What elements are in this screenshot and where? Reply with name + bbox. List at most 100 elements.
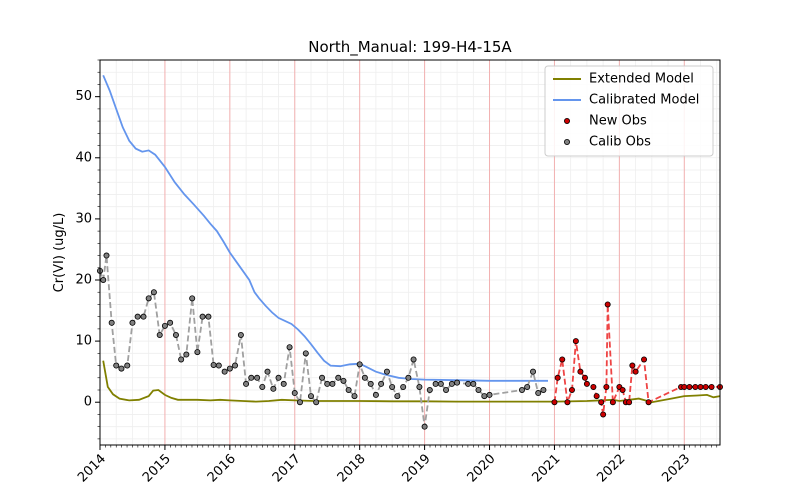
y-tick-label: 40 — [75, 150, 92, 165]
calib-obs-point — [443, 386, 450, 393]
y-tick-label: 50 — [75, 89, 92, 104]
y-tick-label: 10 — [75, 334, 92, 349]
calib-obs-point — [118, 365, 125, 372]
calib-obs-point — [167, 319, 174, 326]
legend-swatch-calib-obs — [564, 138, 571, 145]
new-obs-point — [577, 368, 584, 375]
calib-obs-point — [324, 380, 331, 387]
new-obs-point — [632, 368, 639, 375]
calib-obs-point — [243, 380, 250, 387]
new-obs-line — [553, 304, 720, 415]
calib-obs-point — [372, 391, 379, 398]
legend-label: New Obs — [589, 114, 647, 129]
calib-obs-point — [100, 276, 107, 283]
calib-obs-point — [215, 362, 222, 369]
calib-obs-point — [140, 313, 147, 320]
calibrated-model-line — [102, 74, 548, 382]
new-obs-point — [681, 383, 688, 390]
calib-obs-point — [270, 385, 277, 392]
calib-obs-point — [470, 380, 477, 387]
calib-obs-point — [335, 374, 342, 381]
calib-obs-point — [264, 368, 271, 375]
new-obs-point — [626, 399, 633, 406]
calib-obs-point — [248, 374, 255, 381]
calib-obs-point — [296, 399, 303, 406]
new-obs-point — [581, 374, 588, 381]
new-obs-point — [551, 399, 558, 406]
calib-obs-point — [161, 322, 168, 329]
calib-obs-point — [259, 383, 266, 390]
calib-obs-point — [313, 399, 320, 406]
new-obs-point — [702, 383, 709, 390]
calib-obs-point — [416, 383, 423, 390]
calib-obs-point — [389, 383, 396, 390]
calib-obs-point — [475, 386, 482, 393]
calib-obs-point — [124, 362, 131, 369]
calib-obs-point — [351, 393, 358, 400]
calib-obs-point — [210, 361, 217, 368]
calib-obs-point — [410, 356, 417, 363]
chart-title: North_Manual: 199-H4-15A — [308, 38, 512, 57]
new-obs-point — [686, 383, 693, 390]
new-obs-point — [641, 356, 648, 363]
calib-obs-point — [426, 386, 433, 393]
calib-obs-point — [432, 380, 439, 387]
new-obs-point — [593, 393, 600, 400]
new-obs-point — [645, 399, 652, 406]
legend-label: Calib Obs — [589, 135, 651, 150]
calib-obs-point — [400, 383, 407, 390]
calib-obs-point — [134, 313, 141, 320]
legend-label: Extended Model — [589, 72, 694, 87]
calib-obs-point — [189, 295, 196, 302]
calib-obs-point — [108, 319, 115, 326]
new-obs-point — [564, 399, 571, 406]
calib-obs-point — [394, 393, 401, 400]
calib-obs-point — [172, 331, 179, 338]
calib-obs-point — [356, 361, 363, 368]
legend-swatch-new-obs — [564, 118, 571, 125]
y-axis-label: Cr(VI) (ug/L) — [52, 213, 67, 293]
new-obs-point — [600, 411, 607, 418]
calib-obs-point — [254, 374, 261, 381]
new-obs-point — [583, 380, 590, 387]
new-obs-point — [554, 374, 561, 381]
extended-model-line — [102, 360, 721, 404]
calib-obs-point — [194, 349, 201, 356]
calib-obs-point — [524, 383, 531, 390]
calib-obs-point — [307, 393, 314, 400]
calib-obs-point — [183, 351, 190, 358]
calib-obs-point — [437, 380, 444, 387]
calib-obs-point — [103, 252, 110, 259]
calib-obs-point — [226, 365, 233, 372]
calib-obs-point — [275, 374, 282, 381]
new-obs-point — [609, 399, 616, 406]
calib-obs-point — [345, 386, 352, 393]
calib-obs-point — [150, 289, 157, 296]
calib-obs-point — [302, 350, 309, 357]
y-tick-label: 20 — [75, 273, 92, 288]
calib-obs-point — [199, 313, 206, 320]
calib-obs-point — [448, 380, 455, 387]
calib-obs-point — [367, 380, 374, 387]
new-obs-point — [568, 386, 575, 393]
new-obs-point — [590, 383, 597, 390]
y-tick-label: 30 — [75, 211, 92, 226]
calib-obs-point — [237, 331, 244, 338]
calib-obs-point — [530, 368, 537, 375]
calib-obs-point — [329, 380, 336, 387]
y-axis: 0 10 20 30 40 50 — [75, 59, 100, 440]
calib-obs-point — [113, 362, 120, 369]
legend-box — [544, 65, 714, 157]
calib-obs-point — [319, 374, 326, 381]
calib-obs-point — [291, 390, 298, 397]
calib-obs-point — [221, 368, 228, 375]
calib-obs-point — [405, 374, 412, 381]
new-obs-point — [598, 399, 605, 406]
new-obs-point — [692, 383, 699, 390]
new-obs-point — [619, 386, 626, 393]
calib-obs-point — [518, 386, 525, 393]
legend-label: Calibrated Model — [589, 93, 699, 108]
calib-obs-point — [178, 356, 185, 363]
calib-obs-point — [378, 380, 385, 387]
calib-obs-point — [383, 368, 390, 375]
